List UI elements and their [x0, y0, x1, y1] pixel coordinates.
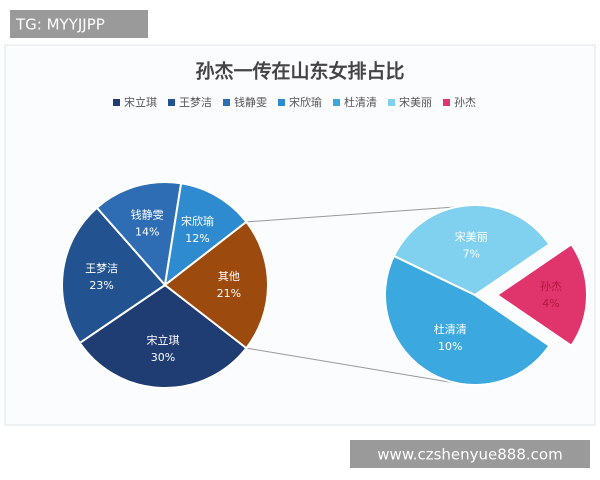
- slice-value: 7%: [463, 248, 480, 261]
- slice-value: 21%: [217, 287, 241, 300]
- slice-name: 宋立琪: [146, 333, 179, 347]
- connector-line: [246, 347, 456, 384]
- pie-slice: [384, 254, 551, 386]
- watermark-box: [350, 440, 590, 468]
- legend-swatch: [278, 99, 285, 106]
- slice-name: 王梦洁: [85, 262, 118, 275]
- slice-name: 钱静雯: [131, 208, 164, 222]
- pie-slice: [78, 283, 248, 389]
- watermark-bottom: www.czshenyue888.com: [377, 446, 562, 464]
- slice-value: 30%: [151, 351, 175, 364]
- legend-swatch: [388, 99, 395, 106]
- slice-value: 23%: [89, 279, 113, 292]
- pie-slice: [95, 181, 183, 288]
- legend-label: 孙杰: [454, 96, 476, 109]
- slice-name: 杜清清: [434, 322, 467, 336]
- legend-label: 宋欣瑜: [289, 95, 322, 109]
- slice-value: 14%: [135, 226, 159, 239]
- pie-slice: [163, 182, 248, 288]
- legend-label: 钱静雯: [234, 95, 267, 109]
- legend-label: 王梦洁: [179, 96, 212, 109]
- pie-slice: [392, 204, 551, 297]
- legend-label: 杜清清: [344, 95, 377, 109]
- slice-name: 孙杰: [540, 280, 562, 293]
- legend-swatch: [333, 99, 340, 106]
- legend-label: 宋立琪: [124, 95, 157, 109]
- pie-slice: [495, 242, 588, 348]
- legend-swatch: [223, 99, 230, 106]
- slice-name: 宋美丽: [455, 230, 488, 244]
- watermark-top: TG: MYYJJPP: [15, 16, 105, 34]
- connector-line: [246, 206, 456, 223]
- legend-swatch: [168, 99, 175, 106]
- chart-title: 孙杰一传在山东女排占比: [195, 60, 404, 83]
- watermark-box: [10, 10, 148, 38]
- slice-value: 12%: [185, 232, 209, 245]
- legend-swatch: [443, 99, 450, 106]
- slice-name: 宋欣瑜: [181, 214, 214, 228]
- slice-value: 10%: [438, 340, 462, 353]
- legend-label: 宋美丽: [399, 95, 432, 109]
- slice-value: 4%: [542, 297, 559, 310]
- pie-slice: [163, 220, 269, 350]
- legend-swatch: [113, 99, 120, 106]
- pie-slice: [61, 206, 167, 345]
- slice-name: 其他: [218, 270, 240, 283]
